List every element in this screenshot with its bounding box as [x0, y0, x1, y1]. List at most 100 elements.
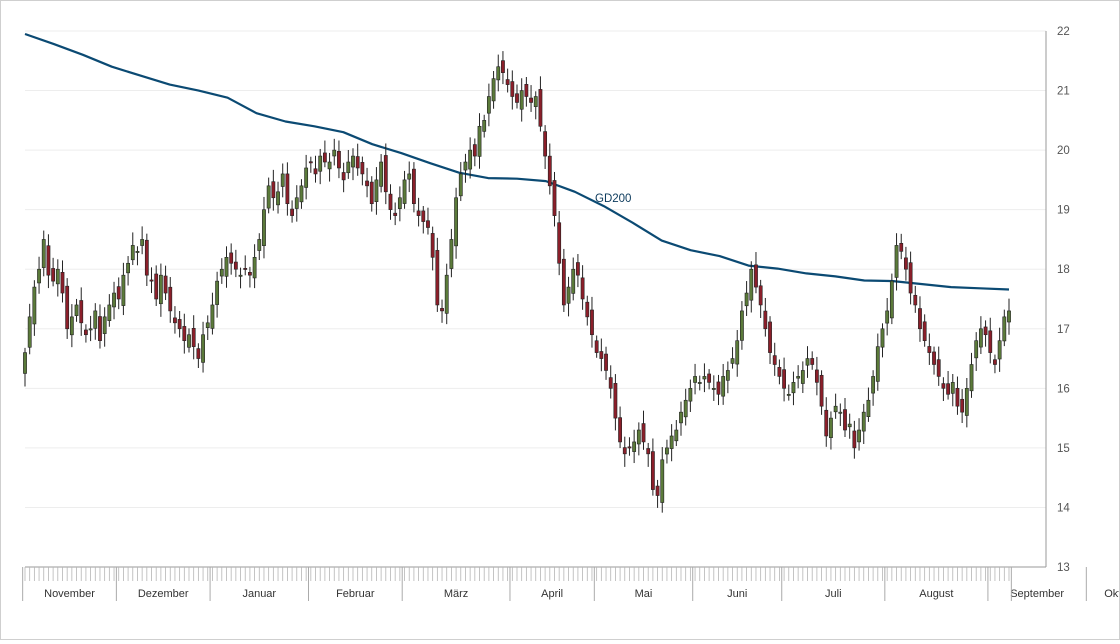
- candle-body: [693, 376, 697, 383]
- candle-body: [402, 179, 407, 204]
- candle-body: [894, 245, 899, 278]
- candle-body: [426, 220, 430, 228]
- candle-body: [946, 383, 950, 395]
- candle-body: [472, 144, 477, 157]
- candle-body: [505, 79, 510, 85]
- candle-body: [866, 399, 871, 418]
- candle-body: [674, 429, 679, 442]
- candle-body: [960, 398, 965, 413]
- candle-body: [318, 155, 323, 172]
- candle-body: [168, 286, 173, 312]
- candle-body: [201, 334, 205, 363]
- candle-body: [861, 411, 866, 432]
- candle-body: [627, 446, 632, 449]
- candle-body: [805, 358, 810, 366]
- candle-body: [613, 383, 618, 419]
- candle-body: [533, 96, 538, 107]
- candle-body: [899, 243, 904, 252]
- candle-body: [243, 268, 248, 270]
- candle-body: [725, 370, 730, 381]
- candle-body: [421, 210, 426, 222]
- candle-body: [304, 167, 309, 188]
- candle-body: [758, 285, 763, 306]
- candle-body: [814, 369, 819, 383]
- candle-body: [332, 149, 337, 157]
- candle-body: [65, 285, 70, 330]
- candle-body: [622, 447, 627, 455]
- candle-body: [482, 120, 487, 132]
- y-tick-label: 19: [1057, 205, 1070, 217]
- candle-body: [74, 304, 79, 316]
- candle-body: [782, 369, 786, 389]
- candle-body: [177, 319, 182, 330]
- candle-body: [374, 179, 379, 202]
- candle-body: [266, 185, 271, 209]
- month-label: Januar: [242, 588, 276, 600]
- month-label: September: [1010, 588, 1064, 600]
- candle-body: [93, 310, 98, 329]
- candle-body: [754, 264, 758, 288]
- candle-body: [983, 326, 988, 336]
- candle-body: [23, 352, 27, 374]
- candle-body: [768, 321, 772, 353]
- candle-body: [871, 376, 876, 394]
- candle-body: [721, 376, 726, 397]
- candle-body: [529, 97, 533, 103]
- candle-body: [219, 268, 224, 277]
- candle-body: [857, 429, 861, 443]
- candle-body: [922, 321, 927, 341]
- candle-body: [772, 355, 777, 365]
- candle-body: [299, 185, 304, 203]
- candle-body: [88, 328, 93, 331]
- candle-body: [543, 131, 548, 157]
- candle-body: [993, 359, 997, 365]
- candle-body: [233, 261, 238, 270]
- candle-body: [51, 268, 56, 282]
- candle-body: [777, 367, 782, 377]
- candle-body: [365, 180, 369, 187]
- y-tick-label: 15: [1057, 443, 1070, 455]
- candle-body: [618, 417, 622, 443]
- candle-body: [412, 168, 416, 205]
- candle-body: [707, 373, 712, 383]
- candle-body: [69, 316, 74, 336]
- ma-label: GD200: [595, 193, 631, 205]
- candle-body: [79, 300, 84, 324]
- candle-body: [913, 294, 918, 306]
- candle-body: [140, 239, 145, 246]
- candle-body: [519, 90, 524, 110]
- candle-body: [833, 405, 838, 413]
- candle-body: [590, 309, 594, 336]
- candle-body: [205, 322, 210, 328]
- candle-body: [229, 252, 234, 264]
- candle-body: [346, 161, 351, 174]
- candle-body: [599, 351, 604, 359]
- candle-body: [880, 328, 885, 348]
- candle-body: [763, 310, 768, 330]
- candle-body: [740, 310, 744, 341]
- candle-body: [688, 388, 693, 402]
- candle-body: [440, 308, 444, 312]
- candle-body: [730, 358, 735, 364]
- candle-body: [510, 81, 515, 97]
- candle-body: [322, 152, 327, 163]
- candle-body: [430, 233, 435, 258]
- candle-body: [955, 387, 960, 407]
- candle-body: [32, 286, 37, 325]
- candle-body: [566, 286, 571, 304]
- candle-body: [130, 245, 135, 261]
- candle-body: [224, 257, 229, 277]
- candle-body: [791, 382, 796, 394]
- candle-body: [819, 374, 824, 407]
- candle-body: [248, 271, 252, 276]
- month-label: Juli: [825, 588, 842, 600]
- candle-body: [749, 268, 754, 301]
- candle-body: [280, 173, 285, 187]
- y-axis-ticks: 13 14 15 16 17 18 19 20 21 22: [1045, 26, 1070, 574]
- candle-body: [501, 60, 505, 73]
- candle-body: [576, 262, 580, 276]
- candle-body: [435, 250, 440, 306]
- candle-body: [665, 447, 669, 455]
- candle-body: [182, 326, 187, 341]
